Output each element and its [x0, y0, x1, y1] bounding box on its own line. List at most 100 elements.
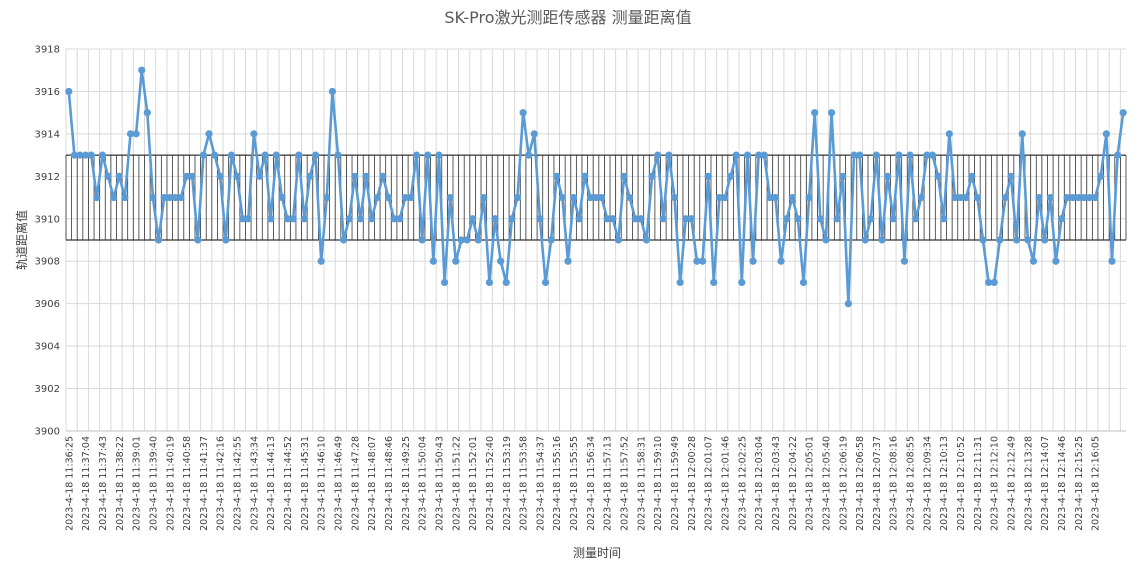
data-point [1119, 109, 1127, 117]
x-tick-label: 2023-4-18 11:42:16 [216, 436, 227, 531]
data-point [839, 172, 847, 180]
x-tick-label: 2023-4-18 11:50:04 [418, 436, 429, 531]
data-point [1046, 193, 1054, 202]
data-point [637, 215, 645, 223]
data-point [732, 151, 740, 159]
data-point [844, 300, 852, 308]
data-point [945, 130, 953, 138]
data-point [384, 193, 393, 202]
x-tick-label: 2023-4-18 12:04:22 [788, 436, 799, 531]
x-tick-label: 2023-4-18 12:16:05 [1091, 436, 1102, 531]
data-point [401, 193, 409, 202]
x-tick-label: 2023-4-18 11:57:13 [603, 436, 614, 531]
data-point [536, 215, 544, 223]
x-tick-label: 2023-4-18 12:14:46 [1057, 436, 1068, 531]
data-point [407, 193, 415, 202]
data-point [340, 236, 348, 244]
data-point [143, 109, 151, 117]
data-point [272, 151, 280, 159]
data-point [872, 151, 881, 159]
data-point [283, 215, 292, 223]
data-point [1041, 236, 1049, 244]
data-point [261, 151, 269, 159]
data-point [239, 215, 247, 223]
data-point [149, 193, 157, 202]
y-tick-label: 3916 [35, 87, 60, 98]
data-point [65, 87, 73, 96]
data-point [1057, 215, 1066, 223]
x-tick-label: 2023-4-18 11:44:13 [266, 436, 277, 531]
data-point [188, 172, 196, 180]
data-point [513, 193, 522, 202]
data-point [345, 215, 353, 223]
data-point [928, 151, 937, 159]
data-point [396, 215, 404, 223]
x-tick-label: 2023-4-18 11:43:34 [249, 436, 260, 531]
y-axis-title: 轨道距离值 [14, 210, 29, 270]
data-point [715, 193, 723, 202]
data-point [771, 193, 780, 202]
y-tick-label: 3914 [35, 129, 60, 140]
data-point [766, 193, 774, 202]
data-point [547, 236, 555, 244]
data-point [698, 257, 707, 265]
data-point [833, 215, 841, 223]
x-tick-label: 2023-4-18 11:52:40 [485, 436, 496, 531]
data-point [575, 215, 583, 223]
data-point [811, 109, 819, 117]
data-point [1018, 130, 1026, 138]
data-point [755, 151, 763, 159]
data-point [1080, 193, 1088, 202]
series [65, 66, 1127, 308]
data-point [586, 193, 594, 202]
x-tick-label: 2023-4-18 11:59:49 [670, 436, 681, 531]
data-point [182, 172, 191, 180]
data-point [154, 236, 163, 244]
data-point [564, 257, 572, 265]
data-point [816, 215, 824, 223]
data-point [777, 257, 785, 265]
data-point [194, 236, 202, 244]
data-point [670, 193, 679, 202]
data-point [1013, 236, 1021, 244]
data-point [558, 193, 566, 202]
data-point [368, 215, 376, 223]
data-point [984, 278, 993, 287]
data-point [222, 236, 230, 244]
x-tick-label: 2023-4-18 12:12:49 [1007, 436, 1018, 531]
data-point [648, 172, 656, 180]
data-point [76, 151, 84, 159]
x-tick-label: 2023-4-18 11:40:19 [165, 436, 176, 531]
data-point [311, 151, 320, 159]
x-tick-label: 2023-4-18 11:37:04 [81, 436, 92, 531]
data-point [244, 215, 252, 223]
data-point [519, 109, 527, 117]
y-tick-label: 3900 [35, 427, 60, 438]
data-point [255, 172, 264, 180]
data-point [900, 257, 909, 265]
data-point [390, 215, 398, 223]
x-tick-label: 2023-4-18 11:53:58 [519, 436, 530, 531]
data-point [889, 215, 897, 223]
y-tick-label: 3918 [35, 45, 60, 56]
y-tick-labels: 3900 3902 3904 3906 3908 3910 3912 3914 3916 3918 [35, 45, 60, 438]
data-point [704, 172, 712, 180]
data-point [216, 172, 224, 180]
x-tick-label: 2023-4-18 11:48:07 [367, 436, 378, 531]
data-point [973, 193, 981, 202]
data-point [93, 193, 101, 202]
data-point [609, 215, 617, 223]
data-point [626, 193, 634, 202]
x-tick-label: 2023-4-18 11:42:55 [233, 436, 244, 531]
data-point [87, 151, 95, 159]
data-point [485, 278, 494, 287]
data-point [951, 193, 959, 202]
data-point [682, 215, 690, 223]
data-point [351, 172, 359, 180]
data-point [412, 151, 421, 159]
data-point [743, 151, 752, 159]
x-tick-label: 2023-4-18 12:10:13 [939, 436, 950, 531]
x-tick-label: 2023-4-18 11:59:10 [653, 436, 664, 531]
data-point [362, 172, 370, 180]
x-tick-label: 2023-4-18 11:55:16 [552, 436, 563, 531]
